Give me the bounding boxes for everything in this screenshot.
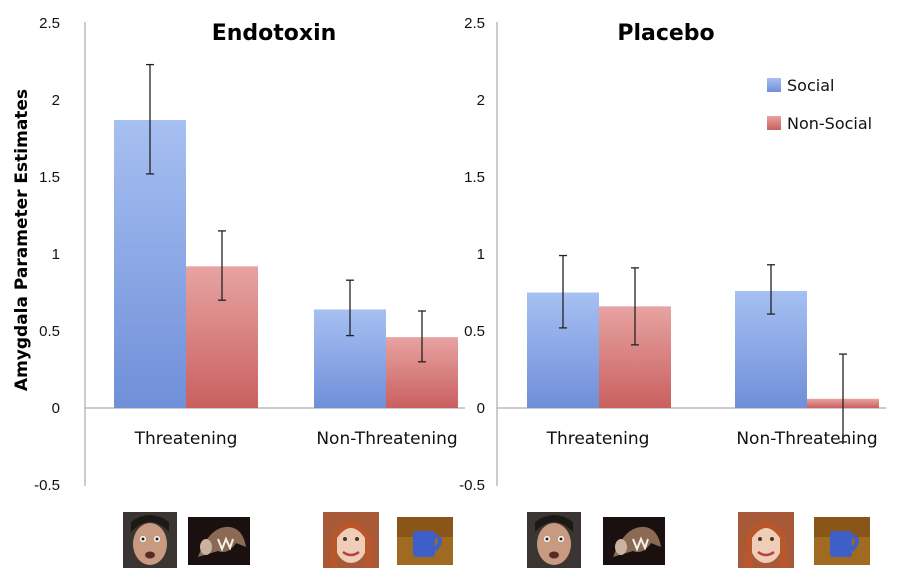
smiling-face-icon (738, 512, 794, 568)
error-bar (839, 353, 847, 443)
y-tick-label: 2 (477, 92, 485, 109)
snarling-dog-icon (188, 517, 250, 565)
panel-title-endotoxin: Endotoxin (212, 21, 337, 46)
y-tick-label: 0 (52, 400, 60, 417)
y-tick-label: 0.5 (464, 323, 485, 340)
stimuli-row (123, 512, 870, 568)
error-bar (418, 310, 426, 363)
y-tick-label: 2.5 (39, 15, 60, 32)
panel-title-placebo: Placebo (617, 21, 714, 46)
y-tick-label: 1 (477, 246, 485, 263)
fearful-face-icon (527, 512, 581, 568)
legend-label-non-social: Non-Social (787, 114, 872, 133)
blue-mug-icon (814, 517, 870, 565)
legend-swatch-non-social (767, 116, 781, 130)
y-axis-label: Amygdala Parameter Estimates (12, 89, 32, 391)
error-bar (767, 264, 775, 315)
blue-mug-icon (397, 517, 453, 565)
axis-lines (84, 22, 886, 486)
bar-marks (114, 63, 879, 443)
category-label-non-threatening: Non-Threatening (736, 429, 877, 449)
y-ticks-right: 2.5 2 1.5 1 0.5 0 -0.5 (459, 15, 485, 494)
smiling-face-icon (323, 512, 379, 568)
error-bar (346, 279, 354, 337)
y-tick-label: 1.5 (39, 169, 60, 186)
y-tick-label: -0.5 (459, 477, 485, 494)
legend-swatch-social (767, 78, 781, 92)
y-tick-label: 1.5 (464, 169, 485, 186)
y-tick-label: 0.5 (39, 323, 60, 340)
y-tick-label: 2 (52, 92, 60, 109)
y-tick-label: -0.5 (34, 477, 60, 494)
legend: Social Non-Social (767, 76, 872, 133)
y-ticks-left: 2.5 2 1.5 1 0.5 0 -0.5 (34, 15, 60, 494)
error-bar (631, 267, 639, 346)
y-tick-label: 0 (477, 400, 485, 417)
error-bar (218, 230, 226, 301)
category-label-threatening: Threatening (134, 429, 238, 449)
error-bar (146, 63, 154, 175)
y-tick-label: 2.5 (464, 15, 485, 32)
fearful-face-icon (123, 512, 177, 568)
legend-label-social: Social (787, 76, 834, 95)
error-bar (559, 254, 567, 329)
category-label-threatening: Threatening (546, 429, 650, 449)
snarling-dog-icon (603, 517, 665, 565)
y-tick-label: 1 (52, 246, 60, 263)
category-label-non-threatening: Non-Threatening (316, 429, 457, 449)
